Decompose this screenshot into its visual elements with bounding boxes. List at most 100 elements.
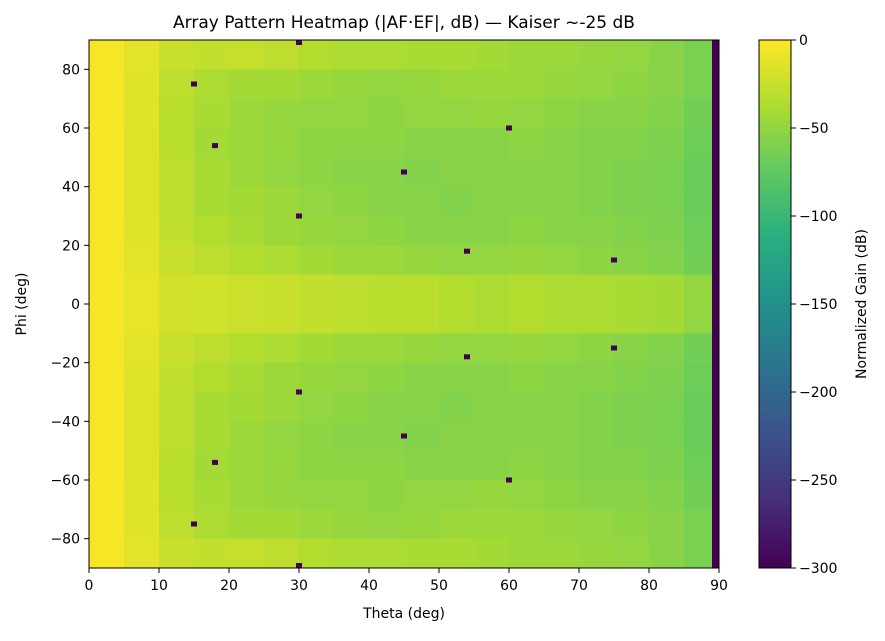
heatmap-cell [124,509,160,540]
heatmap-cell [684,274,713,305]
heatmap-cell [579,362,615,393]
heatmap-cell [159,157,195,188]
heatmap-cell [544,128,580,158]
heatmap-cell [649,274,685,305]
heatmap-cell [579,392,615,422]
heatmap-cell [614,509,650,540]
heatmap-cell [649,186,685,217]
heatmap-cell [299,480,335,510]
heatmap-cell [649,98,685,129]
heatmap-cell [614,274,650,305]
heatmap-cell [369,128,405,158]
null-point [401,169,407,175]
heatmap-cell [712,421,720,452]
heatmap-cell [509,128,545,158]
heatmap-cell [474,128,510,158]
x-tick-label: 70 [570,578,588,594]
heatmap-cell [124,480,160,510]
heatmap-cell [194,186,230,217]
heatmap-cell [579,480,615,510]
y-tick-label: −20 [50,356,80,372]
heatmap-cell [509,98,545,129]
heatmap-cell [194,333,230,364]
heatmap-cell [474,69,510,100]
heatmap-cell [579,450,615,481]
y-tick-label: 20 [62,238,80,254]
heatmap-cell [404,216,440,246]
heatmap-cell [404,128,440,158]
heatmap-cell [124,69,160,100]
colorbar-tick-label: 0 [799,33,808,49]
heatmap-cell [439,40,475,70]
heatmap-cell [124,274,160,305]
heatmap-cell [579,128,615,158]
heatmap-cell [369,216,405,246]
heatmap-cell [404,69,440,100]
heatmap-cell [439,538,475,569]
heatmap-cell [649,304,685,334]
heatmap-cell [369,509,405,540]
x-tick-label: 60 [500,578,518,594]
heatmap-cell [439,69,475,100]
heatmap-cell [229,362,265,393]
heatmap-cell [264,509,300,540]
heatmap-cell [544,480,580,510]
heatmap-cell [124,186,160,217]
heatmap-cell [229,392,265,422]
null-point [464,354,470,360]
heatmap-cell [544,216,580,246]
heatmap-cell [369,40,405,70]
heatmap-cell [159,216,195,246]
heatmap-cell [89,274,125,305]
heatmap-cell [544,157,580,188]
heatmap-cell [614,245,650,276]
heatmap-cell [334,450,370,481]
heatmap-cell [264,274,300,305]
heatmap-cell [614,186,650,217]
heatmap-cell [124,157,160,188]
heatmap-cell [369,538,405,569]
null-point [506,125,512,131]
heatmap-cell [264,480,300,510]
heatmap-cell [369,69,405,100]
heatmap-cell [439,128,475,158]
null-point [212,459,218,465]
heatmap-cell [334,362,370,393]
heatmap-cell [509,509,545,540]
heatmap-cell [299,274,335,305]
heatmap-cell [474,245,510,276]
heatmap-cell [404,509,440,540]
heatmap-cell [404,450,440,481]
heatmap-cell [264,98,300,129]
heatmap-cell [404,157,440,188]
heatmap-cell [264,157,300,188]
heatmap-cell [264,186,300,217]
null-point [464,248,470,254]
heatmap-cell [712,304,720,334]
heatmap-cell [712,245,720,276]
heatmap-cell [89,98,125,129]
heatmap-cell [264,40,300,70]
heatmap-cell [404,362,440,393]
heatmap-cell [299,304,335,334]
heatmap-cell [474,538,510,569]
x-tick-label: 90 [710,578,728,594]
heatmap-cell [124,538,160,569]
heatmap-cell [159,392,195,422]
heatmap-cell [509,450,545,481]
heatmap-cell [439,157,475,188]
heatmap-cell [264,392,300,422]
heatmap-cell [439,450,475,481]
heatmap-cell [299,392,335,422]
heatmap-cell [229,509,265,540]
y-tick-label: 80 [62,62,80,78]
null-point [611,257,617,263]
heatmap-cell [649,392,685,422]
heatmap-cell [229,538,265,569]
heatmap-cell [299,362,335,393]
heatmap-cell [159,274,195,305]
heatmap-cell [684,186,713,217]
heatmap-cell [649,157,685,188]
heatmap-cell [712,274,720,305]
heatmap-cell [89,128,125,158]
